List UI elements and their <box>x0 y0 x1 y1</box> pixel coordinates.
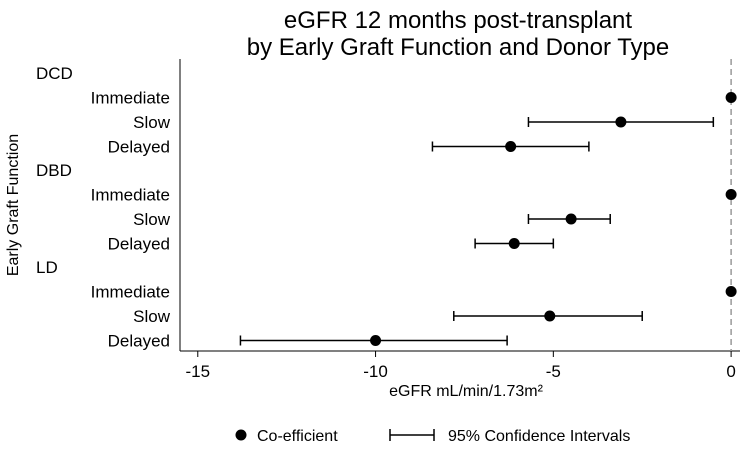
coefficient-point <box>508 238 520 249</box>
group-label-ld: LD <box>36 258 58 277</box>
estimates-layer <box>239 92 737 346</box>
chart-title-line-1: eGFR 12 months post-transplant <box>284 7 632 34</box>
row-label: Slow <box>133 113 171 132</box>
row-label: Immediate <box>91 89 170 108</box>
coefficient-point <box>725 189 737 200</box>
y-axis-title: Early Graft Function <box>5 134 22 276</box>
coefficient-point <box>370 335 382 346</box>
row-label: Delayed <box>108 138 170 157</box>
row-label: Slow <box>133 210 171 229</box>
coefficient-point <box>505 141 517 152</box>
x-axis-title: eGFR mL/min/1.73m² <box>389 383 543 400</box>
row-label: Immediate <box>91 186 170 205</box>
group-label-dbd: DBD <box>36 161 72 180</box>
x-tick-label: -10 <box>363 362 388 381</box>
row-label: Immediate <box>91 283 170 302</box>
x-tick-label: -15 <box>185 362 210 381</box>
coefficient-point <box>725 286 737 297</box>
category-labels-layer: DCD Immediate Slow Delayed DBD Immediate Slow D… <box>36 64 171 351</box>
legend-coefficient-label: Co-efficient <box>257 428 338 445</box>
x-tick-label: -5 <box>546 362 561 381</box>
coefficient-point <box>565 213 577 225</box>
row-label: Slow <box>133 307 171 326</box>
coefficient-point <box>725 92 737 103</box>
group-label-dcd: DCD <box>36 64 73 83</box>
legend-coefficient-symbol <box>235 429 247 441</box>
row-label: Delayed <box>108 235 170 254</box>
x-ticks-layer: -15 -10 -5 0 <box>185 351 736 381</box>
row-label: Delayed <box>108 332 170 351</box>
chart-title-line-2: by Early Graft Function and Donor Type <box>247 34 669 61</box>
coefficient-point <box>615 116 627 128</box>
legend: Co-efficient 95% Confidence Intervals <box>235 428 630 445</box>
x-tick-label: 0 <box>726 362 735 381</box>
legend-ci-label: 95% Confidence Intervals <box>448 428 630 445</box>
coefficient-point <box>544 310 556 322</box>
